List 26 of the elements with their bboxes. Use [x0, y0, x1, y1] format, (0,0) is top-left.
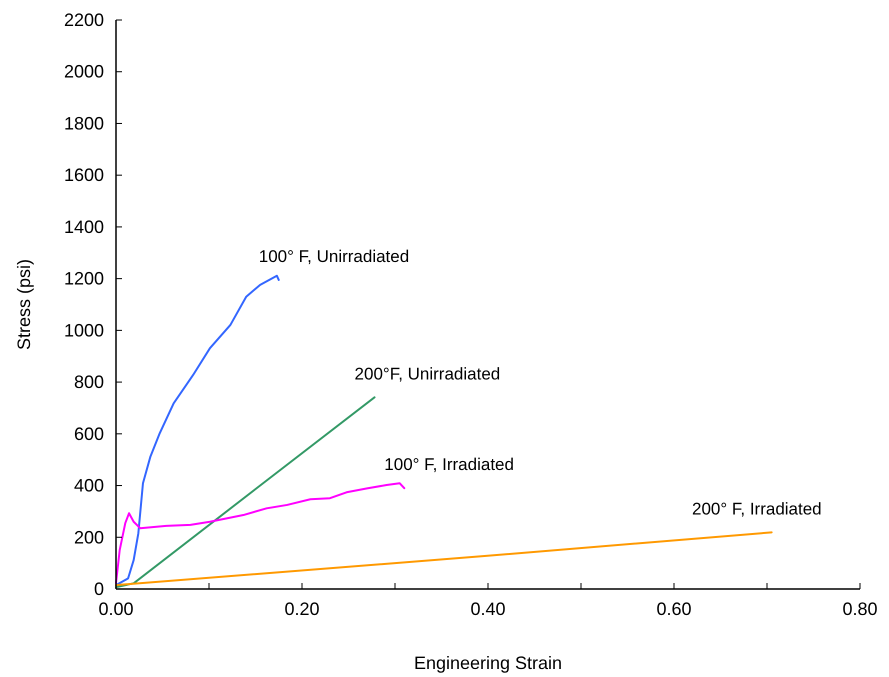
y-tick-label: 1800	[64, 113, 104, 134]
y-tick-label: 0	[94, 579, 104, 599]
y-tick-label: 1000	[64, 320, 104, 340]
x-axis-title: Engineering Strain	[414, 653, 562, 673]
x-tick-label: 0.80	[842, 599, 878, 619]
x-tick-label: 0.40	[470, 599, 506, 619]
y-tick-label: 2200	[64, 10, 104, 30]
line-series	[115, 482, 406, 584]
series-label: 200° F, Irradiated	[692, 499, 822, 518]
y-axis-title: Stress (psi)	[14, 258, 34, 350]
y-tick-label: 600	[74, 424, 104, 444]
y-tick-label: 1200	[64, 268, 104, 289]
x-tick-label: 0.20	[284, 599, 320, 619]
line-series	[115, 274, 280, 586]
y-tick-label: 800	[74, 372, 104, 392]
y-tick-label: 200	[74, 527, 104, 548]
series-label: 200°F, Unirradiated	[354, 364, 500, 384]
line-series	[115, 396, 376, 588]
series-label: 100° F, Irradiated	[384, 455, 514, 474]
series-label: 100° F, Unirradiated	[258, 246, 410, 266]
y-tick-label: 2000	[64, 62, 104, 82]
y-tick-label: 1400	[64, 216, 104, 237]
y-tick-label: 400	[74, 476, 104, 496]
y-tick-label: 1600	[64, 165, 104, 186]
x-tick-label: 0.00	[98, 599, 134, 619]
x-tick-label: 0.60	[656, 599, 692, 619]
